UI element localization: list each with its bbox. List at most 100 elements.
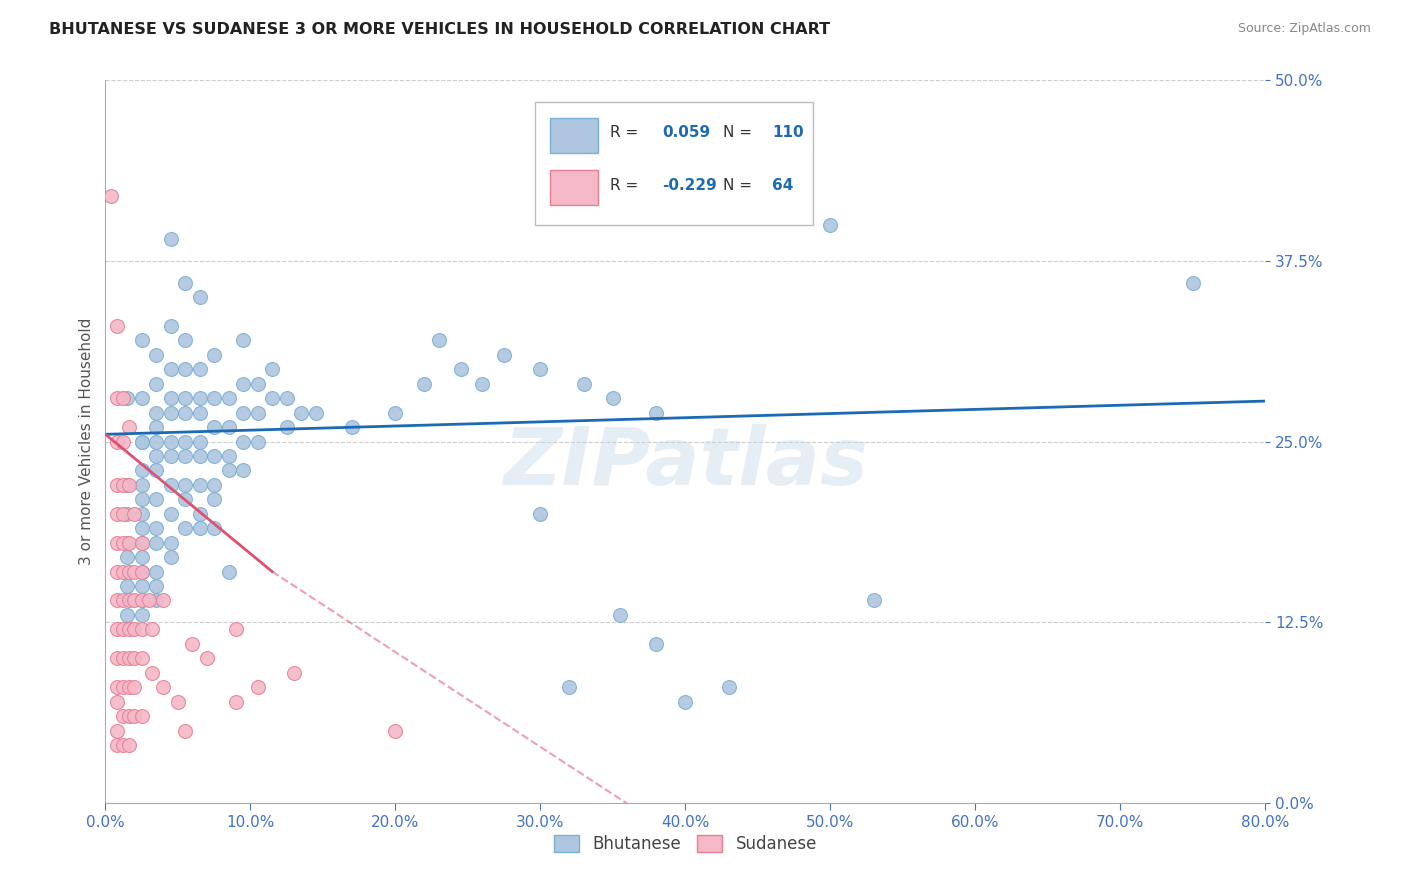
Point	[645, 637, 668, 651]
Point	[159, 391, 181, 405]
Point	[145, 406, 167, 420]
Point	[105, 565, 128, 579]
Point	[145, 420, 167, 434]
Point	[290, 406, 312, 420]
Point	[118, 565, 141, 579]
Point	[675, 695, 697, 709]
Point	[820, 218, 842, 232]
Point	[174, 406, 197, 420]
Point	[529, 362, 551, 376]
Text: Source: ZipAtlas.com: Source: ZipAtlas.com	[1237, 22, 1371, 36]
Point	[145, 579, 167, 593]
Point	[602, 391, 624, 405]
Point	[111, 593, 134, 607]
Point	[111, 709, 134, 723]
Point	[202, 348, 225, 362]
Point	[246, 680, 269, 694]
Point	[131, 521, 153, 535]
Point	[145, 463, 167, 477]
Point	[427, 334, 450, 348]
Point	[232, 334, 254, 348]
Point	[529, 507, 551, 521]
Point	[174, 521, 197, 535]
Point	[174, 478, 197, 492]
Point	[124, 565, 146, 579]
Point	[111, 623, 134, 637]
Point	[131, 492, 153, 507]
Point	[159, 434, 181, 449]
Point	[340, 420, 363, 434]
Point	[232, 376, 254, 391]
Point	[111, 478, 134, 492]
Point	[558, 680, 581, 694]
Point	[118, 738, 141, 752]
Point	[118, 535, 141, 549]
Point	[276, 391, 298, 405]
Point	[111, 535, 134, 549]
Point	[246, 376, 269, 391]
Point	[124, 709, 146, 723]
Point	[105, 391, 128, 405]
Point	[131, 579, 153, 593]
Point	[609, 607, 631, 622]
Point	[159, 318, 181, 333]
Point	[202, 391, 225, 405]
Point	[105, 651, 128, 665]
Point	[232, 406, 254, 420]
Point	[118, 709, 141, 723]
Point	[115, 478, 138, 492]
Point	[105, 623, 128, 637]
Point	[145, 348, 167, 362]
Point	[131, 593, 153, 607]
Point	[283, 665, 305, 680]
Point	[105, 478, 128, 492]
Point	[202, 420, 225, 434]
Point	[131, 478, 153, 492]
Point	[159, 478, 181, 492]
Point	[246, 406, 269, 420]
Point	[124, 507, 146, 521]
Point	[159, 535, 181, 549]
Point	[188, 391, 211, 405]
Point	[111, 651, 134, 665]
Point	[188, 290, 211, 304]
Point	[131, 565, 153, 579]
Text: N =: N =	[723, 178, 752, 193]
Point	[863, 593, 886, 607]
Point	[131, 651, 153, 665]
Point	[115, 507, 138, 521]
Text: 110: 110	[772, 125, 804, 140]
Point	[141, 665, 163, 680]
Point	[131, 434, 153, 449]
Point	[202, 521, 225, 535]
Point	[218, 565, 240, 579]
Point	[174, 492, 197, 507]
Point	[105, 680, 128, 694]
Point	[115, 579, 138, 593]
Point	[105, 434, 128, 449]
Text: BHUTANESE VS SUDANESE 3 OR MORE VEHICLES IN HOUSEHOLD CORRELATION CHART: BHUTANESE VS SUDANESE 3 OR MORE VEHICLES…	[49, 22, 831, 37]
Point	[159, 406, 181, 420]
Point	[232, 463, 254, 477]
Text: -0.229: -0.229	[662, 178, 717, 193]
Point	[188, 406, 211, 420]
Point	[218, 463, 240, 477]
Point	[124, 593, 146, 607]
Point	[124, 651, 146, 665]
Text: ZIPatlas: ZIPatlas	[503, 425, 868, 502]
Point	[111, 738, 134, 752]
Point	[413, 376, 436, 391]
Point	[115, 391, 138, 405]
Point	[152, 593, 174, 607]
Point	[174, 334, 197, 348]
Point	[111, 680, 134, 694]
Point	[141, 623, 163, 637]
Point	[145, 521, 167, 535]
Point	[111, 565, 134, 579]
Point	[131, 550, 153, 565]
Point	[262, 391, 284, 405]
Point	[174, 391, 197, 405]
Point	[174, 276, 197, 290]
Point	[131, 507, 153, 521]
Point	[159, 507, 181, 521]
